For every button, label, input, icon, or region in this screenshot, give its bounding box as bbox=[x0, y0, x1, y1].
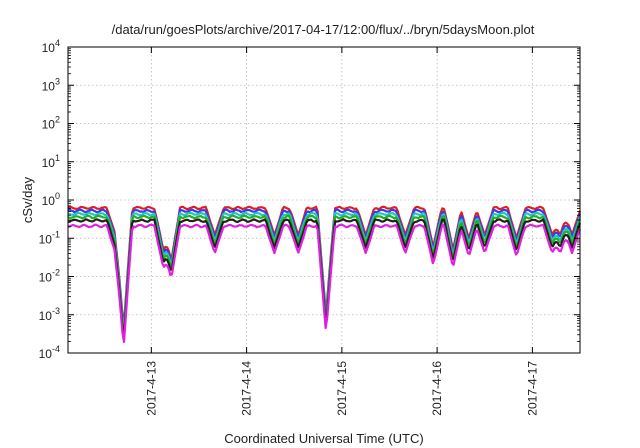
y-tick-label: 104 bbox=[42, 38, 60, 55]
x-tick-label: 2017-4-14 bbox=[240, 361, 254, 416]
x-axis-label: Coordinated Universal Time (UTC) bbox=[224, 431, 423, 446]
chart-title: /data/run/goesPlots/archive/2017-04-17/1… bbox=[112, 22, 535, 37]
y-tick-label: 10-4 bbox=[39, 344, 60, 361]
y-tick-label: 10-1 bbox=[39, 229, 60, 246]
y-axis-label: cSv/day bbox=[20, 176, 35, 223]
x-axis: 2017-4-13 2017-4-14 2017-4-15 2017-4-16 2017… bbox=[144, 47, 539, 416]
series-line bbox=[67, 223, 582, 344]
y-axis: 10-4 10-3 10-2 10-1 100 101 102 103 104 bbox=[39, 38, 580, 361]
x-tick-label: 2017-4-15 bbox=[335, 361, 349, 416]
y-tick-label: 10-3 bbox=[39, 306, 60, 323]
y-tick-label: 102 bbox=[42, 115, 60, 132]
series-lines bbox=[67, 205, 582, 344]
x-tick-label: 2017-4-16 bbox=[430, 361, 444, 416]
y-tick-label: 10-2 bbox=[39, 268, 60, 285]
y-tick-label: 101 bbox=[42, 153, 60, 170]
y-tick-label: 100 bbox=[42, 191, 60, 208]
y-tick-label: 103 bbox=[42, 76, 60, 93]
x-tick-label: 2017-4-13 bbox=[144, 361, 158, 416]
x-tick-label: 2017-4-17 bbox=[525, 361, 539, 416]
